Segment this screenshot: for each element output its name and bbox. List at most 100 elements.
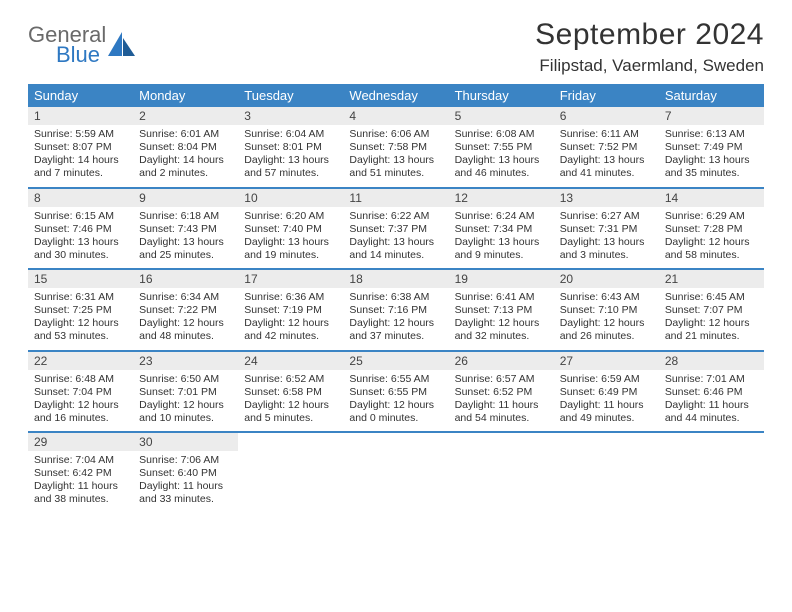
calendar-cell: 19Sunrise: 6:41 AMSunset: 7:13 PMDayligh… [449, 269, 554, 351]
sunrise-text: Sunrise: 6:43 AM [560, 291, 653, 304]
sunset-text: Sunset: 7:10 PM [560, 304, 653, 317]
weekday-header-row: Sunday Monday Tuesday Wednesday Thursday… [28, 84, 764, 107]
day-details: Sunrise: 5:59 AMSunset: 8:07 PMDaylight:… [28, 125, 133, 187]
calendar-cell: 15Sunrise: 6:31 AMSunset: 7:25 PMDayligh… [28, 269, 133, 351]
sunrise-text: Sunrise: 6:55 AM [349, 373, 442, 386]
day-details: Sunrise: 6:04 AMSunset: 8:01 PMDaylight:… [238, 125, 343, 187]
sunset-text: Sunset: 6:42 PM [34, 467, 127, 480]
daylight-text: Daylight: 13 hours and 46 minutes. [455, 154, 548, 180]
calendar-row: 29Sunrise: 7:04 AMSunset: 6:42 PMDayligh… [28, 432, 764, 513]
day-number: 24 [238, 352, 343, 370]
sunrise-text: Sunrise: 6:48 AM [34, 373, 127, 386]
location-label: Filipstad, Vaermland, Sweden [535, 56, 764, 76]
calendar-row: 15 Sunrise: 6:31 AMSunset: 7:25 PM Dayligh… [28, 269, 764, 351]
weekday-head: Monday [133, 84, 238, 107]
sunrise-text: Sunrise: 6:31 AM [34, 291, 127, 304]
calendar-cell: 16Sunrise: 6:34 AMSunset: 7:22 PMDayligh… [133, 269, 238, 351]
calendar-cell: 1Sunrise: 5:59 AMSunset: 8:07 PMDaylight… [28, 107, 133, 188]
day-number: 20 [554, 270, 659, 288]
day-number: 11 [343, 189, 448, 207]
calendar-cell [659, 432, 764, 513]
day-details: Sunrise: 6:59 AMSunset: 6:49 PMDaylight:… [554, 370, 659, 432]
brand-line2: Blue [56, 44, 106, 66]
sunset-text: Sunset: 7:28 PM [665, 223, 758, 236]
sunrise-text: Sunrise: 6:27 AM [560, 210, 653, 223]
sunset-text: Sunset: 7:31 PM [560, 223, 653, 236]
title-block: September 2024 Filipstad, Vaermland, Swe… [535, 18, 764, 76]
sunset-text: Sunset: 6:46 PM [665, 386, 758, 399]
day-details: Sunrise: 6:18 AMSunset: 7:43 PMDaylight:… [133, 207, 238, 269]
sunrise-text: Sunrise: 6:20 AM [244, 210, 337, 223]
calendar-cell: 24Sunrise: 6:52 AMSunset: 6:58 PMDayligh… [238, 351, 343, 433]
daylight-text: Daylight: 13 hours and 51 minutes. [349, 154, 442, 180]
calendar-cell: 20Sunrise: 6:43 AMSunset: 7:10 PMDayligh… [554, 269, 659, 351]
sunrise-text: Sunrise: 6:15 AM [34, 210, 127, 223]
day-details: Sunrise: 6:43 AMSunset: 7:10 PMDaylight:… [554, 288, 659, 350]
day-number: 26 [449, 352, 554, 370]
day-number: 8 [28, 189, 133, 207]
daylight-text: Daylight: 12 hours and 10 minutes. [139, 399, 232, 425]
weekday-head: Friday [554, 84, 659, 107]
sunrise-text: Sunrise: 6:50 AM [139, 373, 232, 386]
weekday-head: Sunday [28, 84, 133, 107]
day-number: 9 [133, 189, 238, 207]
day-details: Sunrise: 6:36 AMSunset: 7:19 PMDaylight:… [238, 288, 343, 350]
day-details: Sunrise: 6:20 AMSunset: 7:40 PMDaylight:… [238, 207, 343, 269]
day-number: 21 [659, 270, 764, 288]
daylight-text: Daylight: 12 hours and 48 minutes. [139, 317, 232, 343]
daylight-text: Daylight: 13 hours and 14 minutes. [349, 236, 442, 262]
sunset-text: Sunset: 6:40 PM [139, 467, 232, 480]
sunrise-text: Sunrise: 6:36 AM [244, 291, 337, 304]
day-number: 19 [449, 270, 554, 288]
calendar-table: Sunday Monday Tuesday Wednesday Thursday… [28, 84, 764, 513]
calendar-cell: 14Sunrise: 6:29 AMSunset: 7:28 PMDayligh… [659, 188, 764, 270]
calendar-cell: 30Sunrise: 7:06 AMSunset: 6:40 PMDayligh… [133, 432, 238, 513]
sunset-text: Sunset: 7:58 PM [349, 141, 442, 154]
daylight-text: Daylight: 13 hours and 19 minutes. [244, 236, 337, 262]
day-details: Sunrise: 6:38 AMSunset: 7:16 PMDaylight:… [343, 288, 448, 350]
sunset-text: Sunset: 7:19 PM [244, 304, 337, 317]
calendar-cell [238, 432, 343, 513]
daylight-text: Daylight: 11 hours and 33 minutes. [139, 480, 232, 506]
calendar-cell [554, 432, 659, 513]
calendar-cell [449, 432, 554, 513]
calendar-cell [343, 432, 448, 513]
daylight-text: Daylight: 12 hours and 58 minutes. [665, 236, 758, 262]
day-number: 25 [343, 352, 448, 370]
sunset-text: Sunset: 7:52 PM [560, 141, 653, 154]
day-number: 1 [28, 107, 133, 125]
calendar-cell: 7Sunrise: 6:13 AMSunset: 7:49 PMDaylight… [659, 107, 764, 188]
daylight-text: Daylight: 14 hours and 2 minutes. [139, 154, 232, 180]
sunset-text: Sunset: 7:25 PM [34, 304, 127, 317]
day-number: 6 [554, 107, 659, 125]
sunrise-text: Sunrise: 6:52 AM [244, 373, 337, 386]
day-details: Sunrise: 6:22 AMSunset: 7:37 PMDaylight:… [343, 207, 448, 269]
daylight-text: Daylight: 11 hours and 49 minutes. [560, 399, 653, 425]
calendar-cell: 28Sunrise: 7:01 AMSunset: 6:46 PMDayligh… [659, 351, 764, 433]
sunset-text: Sunset: 8:04 PM [139, 141, 232, 154]
sunset-text: Sunset: 7:07 PM [665, 304, 758, 317]
weekday-head: Wednesday [343, 84, 448, 107]
sunset-text: Sunset: 7:04 PM [34, 386, 127, 399]
daylight-text: Daylight: 14 hours and 7 minutes. [34, 154, 127, 180]
day-details: Sunrise: 7:06 AMSunset: 6:40 PMDaylight:… [133, 451, 238, 513]
daylight-text: Daylight: 11 hours and 54 minutes. [455, 399, 548, 425]
day-details: Sunrise: 6:34 AMSunset: 7:22 PMDaylight:… [133, 288, 238, 350]
daylight-text: Daylight: 12 hours and 16 minutes. [34, 399, 127, 425]
calendar-cell: 12Sunrise: 6:24 AMSunset: 7:34 PMDayligh… [449, 188, 554, 270]
daylight-text: Daylight: 13 hours and 9 minutes. [455, 236, 548, 262]
sunset-text: Sunset: 7:55 PM [455, 141, 548, 154]
daylight-text: Daylight: 13 hours and 57 minutes. [244, 154, 337, 180]
day-number: 15 [28, 270, 133, 288]
daylight-text: Daylight: 12 hours and 5 minutes. [244, 399, 337, 425]
daylight-text: Daylight: 12 hours and 26 minutes. [560, 317, 653, 343]
day-number: 12 [449, 189, 554, 207]
calendar-cell: 11Sunrise: 6:22 AMSunset: 7:37 PMDayligh… [343, 188, 448, 270]
day-number: 23 [133, 352, 238, 370]
sunset-text: Sunset: 7:22 PM [139, 304, 232, 317]
sunrise-text: Sunrise: 6:34 AM [139, 291, 232, 304]
calendar-row: 8Sunrise: 6:15 AMSunset: 7:46 PMDaylight… [28, 188, 764, 270]
calendar-cell: 26Sunrise: 6:57 AMSunset: 6:52 PMDayligh… [449, 351, 554, 433]
sunset-text: Sunset: 7:16 PM [349, 304, 442, 317]
day-details: Sunrise: 6:50 AMSunset: 7:01 PMDaylight:… [133, 370, 238, 432]
